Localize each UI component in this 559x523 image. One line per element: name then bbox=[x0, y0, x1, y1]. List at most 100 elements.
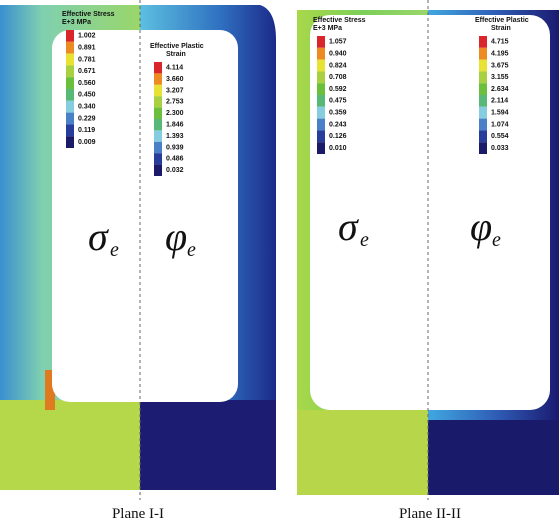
legend-value: 0.033 bbox=[491, 145, 509, 152]
legend-value: 1.393 bbox=[166, 133, 184, 140]
legend-value: 0.010 bbox=[329, 145, 347, 152]
legend-value: 2.114 bbox=[491, 98, 508, 105]
strain-base bbox=[140, 400, 276, 490]
legend-value: 0.781 bbox=[78, 56, 96, 63]
legend-swatch bbox=[154, 153, 162, 165]
legend-value: 0.554 bbox=[491, 133, 509, 140]
legend-unit: Strain bbox=[166, 51, 186, 58]
legend-swatch bbox=[317, 130, 325, 143]
legend-value: 4.195 bbox=[491, 51, 509, 58]
legend-swatch bbox=[479, 47, 487, 60]
legend-title: Effective Stress bbox=[313, 17, 366, 24]
field-symbol: φ bbox=[470, 204, 492, 249]
legend-value: 0.009 bbox=[78, 139, 96, 146]
legend-swatch bbox=[317, 36, 325, 48]
cavity bbox=[52, 30, 238, 402]
legend-swatch bbox=[66, 30, 74, 42]
legend-swatch bbox=[479, 36, 487, 48]
legend-value: 0.119 bbox=[78, 127, 95, 134]
legend-swatch bbox=[479, 83, 487, 95]
legend-swatch bbox=[66, 41, 74, 54]
legend-swatch bbox=[479, 71, 487, 84]
panel-caption: Plane II-II bbox=[399, 506, 461, 522]
legend-swatch bbox=[154, 130, 162, 142]
legend-value: 1.074 bbox=[491, 121, 509, 128]
legend-unit: Strain bbox=[491, 25, 511, 32]
legend-value: 0.126 bbox=[329, 133, 347, 140]
legend-value: 1.846 bbox=[166, 122, 184, 129]
legend-value: 0.939 bbox=[166, 144, 184, 151]
legend-value: 0.824 bbox=[329, 62, 347, 69]
legend-value: 1.594 bbox=[491, 110, 509, 117]
cavity bbox=[310, 15, 550, 410]
legend-title: Effective Plastic bbox=[475, 17, 529, 24]
stress-hotspot bbox=[45, 370, 55, 410]
legend-swatch bbox=[479, 59, 487, 72]
legend-value: 0.032 bbox=[166, 167, 184, 174]
legend-value: 0.450 bbox=[78, 92, 96, 99]
legend-value: 2.753 bbox=[166, 99, 184, 106]
legend-value: 0.359 bbox=[329, 110, 347, 117]
legend-swatch bbox=[66, 65, 74, 78]
legend-swatch bbox=[479, 118, 487, 131]
legend-value: 4.715 bbox=[491, 39, 509, 46]
legend-value: 0.560 bbox=[78, 80, 96, 87]
legend-value: 0.229 bbox=[78, 115, 96, 122]
legend-value: 0.486 bbox=[166, 156, 184, 163]
legend-swatch bbox=[317, 59, 325, 72]
legend-unit: E+3 MPa bbox=[313, 25, 342, 32]
legend-value: 3.675 bbox=[491, 62, 509, 69]
legend-value: 0.340 bbox=[78, 104, 96, 111]
legend-value: 1.002 bbox=[78, 33, 96, 40]
legend-swatch bbox=[154, 119, 162, 131]
legend-swatch bbox=[317, 71, 325, 84]
legend-unit: E+3 MPa bbox=[62, 19, 91, 26]
legend-swatch bbox=[154, 73, 162, 85]
legend-title: Effective Stress bbox=[62, 11, 115, 18]
legend-value: 2.634 bbox=[491, 86, 509, 93]
legend-swatch bbox=[66, 53, 74, 66]
legend-value: 0.891 bbox=[78, 45, 96, 52]
legend-swatch bbox=[154, 62, 162, 74]
field-subscript: e bbox=[110, 239, 119, 261]
legend-swatch bbox=[154, 141, 162, 154]
legend-value: 0.940 bbox=[329, 51, 347, 58]
legend-swatch bbox=[66, 124, 74, 137]
field-subscript: e bbox=[492, 229, 501, 251]
legend-value: 1.057 bbox=[329, 39, 347, 46]
legend-swatch bbox=[479, 95, 487, 107]
legend-swatch bbox=[479, 106, 487, 119]
legend-value: 0.708 bbox=[329, 74, 347, 81]
field-subscript: e bbox=[187, 239, 196, 261]
panel-2-plot bbox=[297, 0, 559, 500]
legend-swatch bbox=[66, 100, 74, 113]
legend-swatch bbox=[317, 83, 325, 95]
legend-swatch bbox=[154, 107, 162, 119]
legend-swatch bbox=[479, 142, 487, 154]
legend-value: 3.207 bbox=[166, 87, 184, 94]
legend-swatch bbox=[317, 142, 325, 154]
legend-swatch bbox=[66, 77, 74, 89]
stress-base bbox=[297, 410, 428, 495]
legend-value: 2.300 bbox=[166, 110, 184, 117]
legend-value: 4.114 bbox=[166, 65, 183, 72]
legend-swatch bbox=[317, 95, 325, 107]
legend-swatch bbox=[317, 47, 325, 60]
field-symbol: σ bbox=[338, 204, 359, 249]
legend-swatch bbox=[317, 106, 325, 119]
legend-swatch bbox=[154, 96, 162, 108]
legend-swatch bbox=[154, 84, 162, 97]
panel-caption: Plane I-I bbox=[112, 506, 164, 522]
legend-swatch bbox=[479, 130, 487, 143]
stress-base bbox=[0, 400, 140, 490]
legend-swatch bbox=[154, 164, 162, 176]
legend-title: Effective Plastic bbox=[150, 43, 204, 50]
legend-swatch bbox=[66, 112, 74, 125]
legend-swatch bbox=[66, 89, 74, 101]
legend-value: 0.475 bbox=[329, 98, 347, 105]
field-symbol: σ bbox=[88, 214, 109, 259]
panel-1-plot bbox=[0, 0, 276, 500]
legend-value: 0.243 bbox=[329, 121, 347, 128]
strain-base bbox=[428, 420, 559, 495]
